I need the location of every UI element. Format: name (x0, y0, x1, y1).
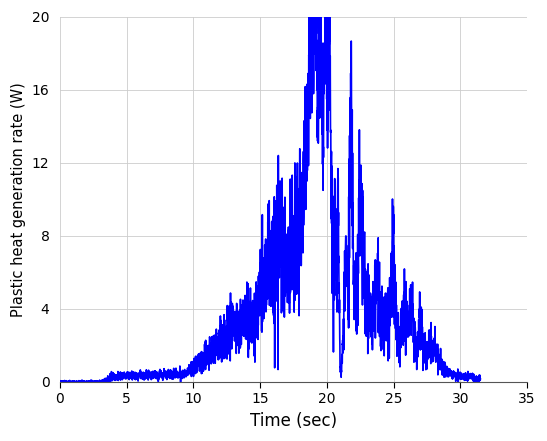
Y-axis label: Plastic heat generation rate (W): Plastic heat generation rate (W) (11, 82, 26, 317)
X-axis label: Time (sec): Time (sec) (250, 412, 337, 430)
